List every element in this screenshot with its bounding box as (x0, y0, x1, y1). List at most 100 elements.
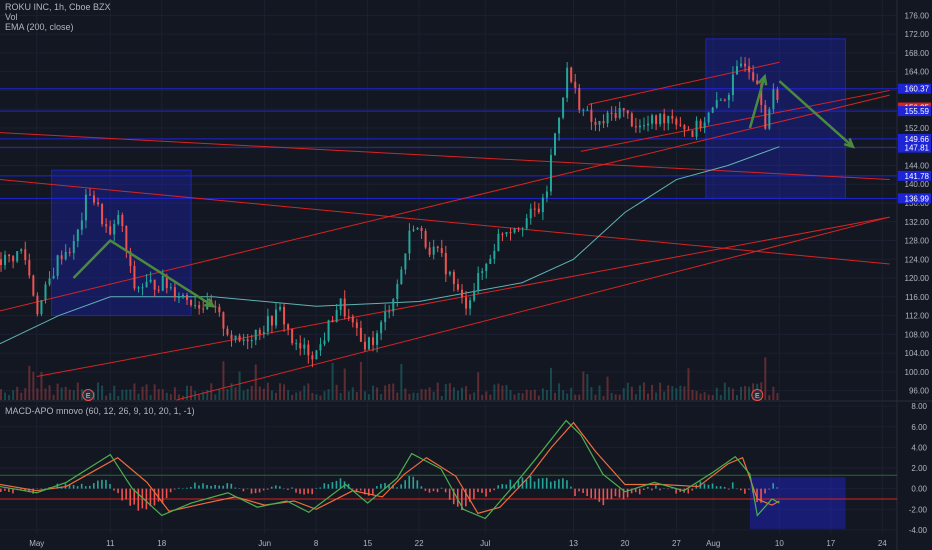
x-tick-label: 18 (157, 539, 166, 548)
candle-body (541, 197, 544, 213)
macd-histogram-bar (566, 480, 568, 489)
volume-bar (744, 386, 747, 400)
volume-bar (618, 394, 621, 400)
volume-bar (655, 392, 658, 400)
candle-body (52, 275, 55, 279)
candle-body (242, 339, 245, 341)
macd-histogram-bar (558, 479, 560, 489)
macd-histogram-bar (218, 485, 220, 489)
macd-histogram-bar (376, 486, 378, 489)
macd-histogram-bar (460, 488, 463, 511)
volume-bar (32, 371, 35, 400)
macd-y-tick-label: 8.00 (911, 402, 927, 411)
macd-histogram-bar (614, 488, 617, 497)
candle-body (230, 334, 233, 340)
macd-histogram-bar (295, 488, 297, 493)
volume-bar (16, 386, 19, 400)
volume-bar (380, 394, 383, 400)
volume-bar (586, 374, 589, 400)
macd-histogram-bar (121, 488, 123, 501)
candle-body (715, 100, 718, 108)
candle-body (16, 251, 19, 262)
macd-histogram-bar (412, 476, 415, 489)
price-label-bg (898, 142, 931, 153)
volume-bar (444, 384, 447, 400)
macd-histogram-bar (428, 488, 431, 493)
volume-bar (497, 383, 500, 400)
macd-histogram-bar (335, 480, 338, 489)
volume-bar (473, 392, 476, 400)
macd-histogram-bar (493, 488, 495, 491)
candle-body (659, 113, 662, 125)
volume-bar (372, 385, 375, 400)
volume-bar (279, 383, 282, 400)
macd-histogram-bar (452, 488, 455, 505)
y-tick-label: 128.00 (905, 237, 930, 246)
macd-histogram-bar (194, 482, 196, 489)
macd-histogram-bar (161, 488, 164, 504)
volume-bar (477, 372, 480, 400)
volume-bar (137, 393, 140, 400)
macd-histogram-bar (24, 488, 26, 492)
macd-histogram-bar (440, 487, 443, 489)
macd-y-tick-label: 4.00 (911, 443, 927, 452)
macd-histogram-bar (671, 488, 673, 489)
candle-body (8, 254, 11, 257)
candle-body (404, 253, 407, 270)
macd-histogram-bar (630, 488, 633, 494)
trend-line (588, 61, 780, 105)
volume-bar (198, 394, 201, 400)
macd-histogram-bar (772, 483, 774, 489)
y-tick-label: 164.00 (905, 68, 930, 77)
price-label-bg (898, 106, 931, 117)
candle-body (295, 343, 298, 345)
macd-pane (0, 419, 897, 529)
candle-body (372, 337, 375, 345)
macd-histogram-bar (727, 488, 730, 490)
volume-bar (465, 386, 468, 400)
candle-body (602, 121, 605, 124)
candle-body (376, 333, 379, 345)
macd-histogram-bar (715, 486, 718, 489)
y-tick-label: 144.00 (905, 161, 930, 170)
candle-body (408, 230, 411, 254)
macd-histogram-bar (756, 488, 758, 503)
volume-bar (262, 388, 265, 400)
macd-histogram-bar (436, 488, 439, 493)
candle-body (582, 109, 585, 111)
volume-bar (578, 394, 581, 400)
arrow-line (748, 76, 766, 129)
volume-bar (428, 387, 431, 400)
candle-body (651, 115, 654, 124)
candle-body (40, 300, 43, 315)
candle-body (432, 246, 435, 255)
macd-histogram-bar (198, 485, 200, 489)
candle-body (485, 263, 488, 272)
volume-bar (764, 357, 767, 400)
volume-bar (513, 394, 516, 400)
volume-bar (72, 390, 75, 400)
candle-body (768, 109, 771, 129)
ema-polyline (0, 146, 780, 345)
annotation-arrows (72, 73, 856, 308)
macd-histogram-bar (80, 483, 83, 489)
macd-histogram-bar (626, 488, 629, 498)
macd-histogram-bar (287, 488, 289, 490)
x-tick-label: 13 (569, 539, 578, 548)
candle-body (270, 316, 273, 326)
x-tick-label: 15 (363, 539, 372, 548)
volume-bar (574, 394, 577, 400)
macd-histogram-bar (485, 488, 487, 497)
macd-histogram-bar (731, 482, 734, 489)
price-label: 155.59 (905, 107, 930, 116)
macd-histogram-bar (351, 488, 354, 490)
volume-bar (287, 390, 290, 400)
volume-bar (679, 385, 682, 400)
volume-bar (485, 391, 488, 400)
candle-body (44, 284, 47, 301)
macd-histogram-bar (20, 488, 22, 490)
macd-histogram-bar (113, 488, 115, 491)
macd-histogram-bar (125, 488, 127, 500)
